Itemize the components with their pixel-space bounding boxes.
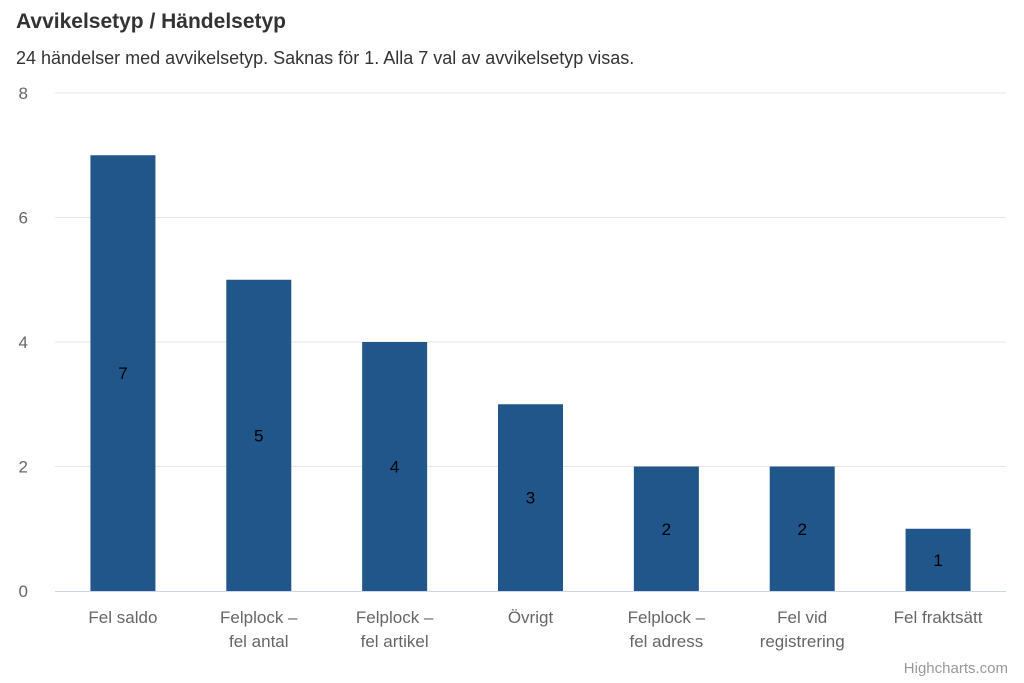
y-tick-label: 2: [19, 458, 28, 477]
data-label: 5: [254, 426, 263, 445]
data-label: 2: [797, 520, 806, 539]
x-tick-label: Fel saldo: [88, 608, 157, 627]
credits-link[interactable]: Highcharts.com: [903, 660, 1008, 677]
chart-title: Avvikelsetyp / Händelsetyp: [16, 10, 287, 33]
bar[interactable]: [769, 466, 835, 592]
bar[interactable]: [90, 155, 156, 591]
x-tick-label: Fel vid registrering: [760, 608, 845, 651]
y-tick-label: 6: [19, 209, 28, 228]
bar[interactable]: [226, 279, 292, 591]
data-label: 4: [390, 458, 399, 477]
x-tick-label: Felplock – fel artikel: [356, 608, 434, 651]
data-label: 2: [662, 520, 671, 539]
x-axis-tick-labels: Fel saldo Felplock – fel antal Felplock – fe…: [88, 608, 982, 651]
x-tick-label: Felplock – fel antal: [220, 608, 298, 651]
data-label: 1: [933, 551, 942, 570]
bar[interactable]: [905, 528, 971, 591]
chart-subtitle: 24 händelser med avvikelsetyp. Saknas fö…: [16, 48, 635, 68]
bars: [90, 155, 971, 592]
bar[interactable]: [362, 342, 428, 591]
x-tick-label: Övrigt: [508, 608, 554, 627]
x-tick-label: Fel fraktsätt: [894, 608, 983, 627]
bar[interactable]: [633, 466, 699, 592]
data-labels: 7 5 4 3 2 2 1: [118, 364, 943, 570]
y-axis-tick-labels: 0 2 4 6 8: [19, 84, 28, 601]
y-tick-label: 0: [19, 582, 28, 601]
data-label: 3: [526, 489, 535, 508]
data-label: 7: [118, 364, 127, 383]
x-tick-label: Felplock – fel adress: [628, 608, 706, 651]
y-tick-label: 8: [19, 84, 28, 103]
y-tick-label: 4: [19, 333, 28, 352]
bar[interactable]: [498, 404, 563, 591]
